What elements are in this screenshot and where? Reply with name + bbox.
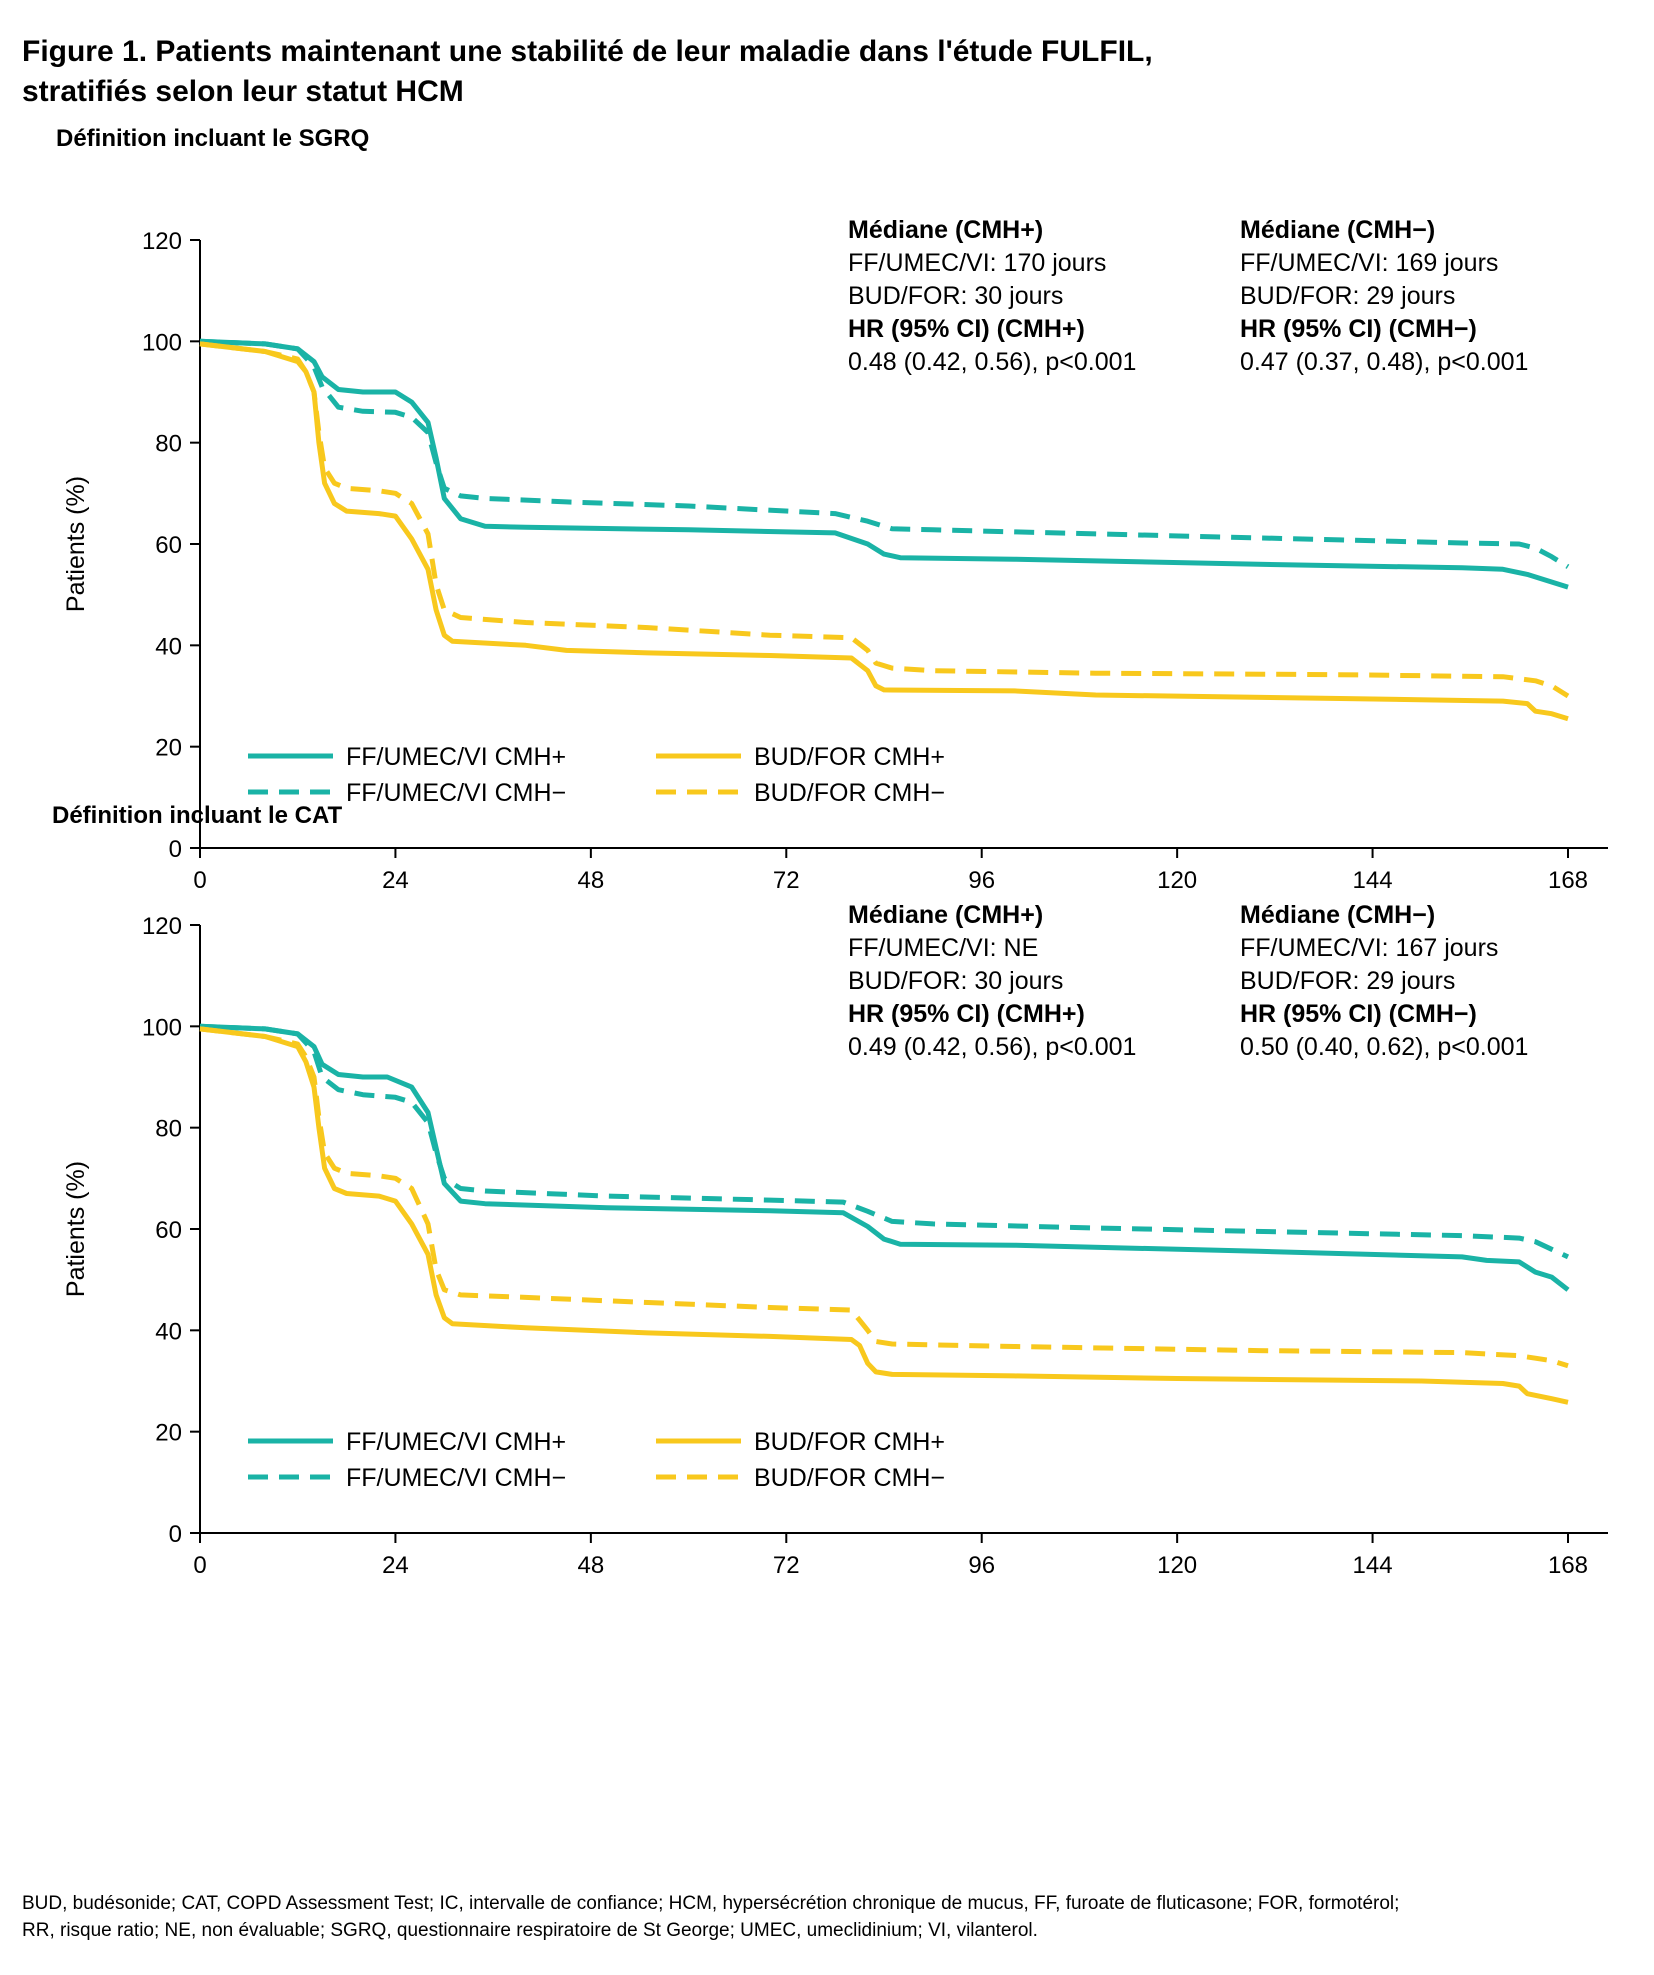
y-tick-label: 40 (155, 633, 182, 660)
x-tick-label: 24 (382, 867, 409, 894)
x-tick-label: 48 (578, 1552, 605, 1579)
figure-title-line1: Figure 1. Patients maintenant une stabil… (22, 35, 1153, 68)
x-tick-label: 0 (193, 867, 206, 894)
series-line-3 (199, 341, 1570, 699)
x-tick-label: 120 (1157, 867, 1197, 894)
legend-label-2: BUD/FOR CMH+ (754, 1428, 945, 1456)
panel-title-cat: Définition incluant le CAT (52, 802, 343, 829)
series-line-0 (199, 338, 1569, 590)
x-tick-label: 72 (773, 867, 800, 894)
y-tick-label: 100 (142, 329, 182, 356)
annotation-pos-triple: FF/UMEC/VI: 170 jours (848, 249, 1106, 277)
x-tick-label: 48 (578, 867, 605, 894)
footnote-line1: BUD, budésonide; CAT, COPD Assessment Te… (22, 1893, 1400, 1914)
annotation-neg-hr: 0.50 (0.40, 0.62), p<0.001 (1240, 1033, 1528, 1061)
annotation-neg-header: Médiane (CMH−) (1240, 216, 1435, 244)
annotation-neg-triple: FF/UMEC/VI: 169 jours (1240, 249, 1498, 277)
annotation-neg-triple: FF/UMEC/VI: 167 jours (1240, 934, 1498, 962)
annotation-neg-hr-header: HR (95% CI) (CMH−) (1240, 315, 1477, 343)
annotation-pos-hr: 0.49 (0.42, 0.56), p<0.001 (848, 1033, 1136, 1061)
panel-title-sgrq: Définition incluant le SGRQ (56, 125, 370, 152)
annotation-neg-budfor: BUD/FOR: 29 jours (1240, 282, 1455, 310)
y-axis-label: Patients (%) (62, 1161, 90, 1297)
y-tick-label: 80 (155, 431, 182, 458)
y-tick-label: 60 (155, 532, 182, 559)
annotation-pos-hr-header: HR (95% CI) (CMH+) (848, 315, 1085, 343)
x-axis-label: Temps post-randomisation (jours) (699, 916, 1070, 920)
y-tick-label: 120 (142, 913, 182, 940)
x-axis-label: Temps post-randomisation (jours) (699, 1601, 1070, 1605)
footnote-line2: RR, risque ratio; NE, non évaluable; SGR… (22, 1920, 1038, 1941)
series-line-1 (199, 1023, 1570, 1260)
y-tick-label: 20 (155, 1420, 182, 1447)
y-tick-label: 40 (155, 1318, 182, 1345)
x-tick-label: 168 (1548, 867, 1588, 894)
y-tick-label: 0 (169, 836, 182, 863)
legend-label-0: FF/UMEC/VI CMH+ (346, 1428, 566, 1456)
annotation-pos-triple: FF/UMEC/VI: NE (848, 934, 1038, 962)
chart-cat: 0 20 40 60 80 100 120 0 24 48 72 96 120 144 168 Temps p… (62, 901, 1608, 1605)
x-tick-label: 144 (1353, 1552, 1393, 1579)
y-tick-label: 120 (142, 228, 182, 255)
chart-sgrq: 0 20 40 60 80 100 120 0 24 48 72 96 120 144 168 Temps p… (62, 216, 1608, 920)
footnote: BUD, budésonide; CAT, COPD Assessment Te… (22, 1890, 1642, 1944)
y-tick-label: 60 (155, 1217, 182, 1244)
y-tick-label: 100 (142, 1014, 182, 1041)
y-tick-label: 20 (155, 735, 182, 762)
annotation-neg-header: Médiane (CMH−) (1240, 901, 1435, 929)
x-tick-label: 168 (1548, 1552, 1588, 1579)
figure-title-line2: stratifiés selon leur statut HCM (22, 75, 464, 108)
x-tick-label: 96 (968, 867, 995, 894)
legend-label-3: BUD/FOR CMH− (754, 779, 945, 807)
y-axis-label: Patients (%) (62, 476, 90, 612)
annotation-neg-hr: 0.47 (0.37, 0.48), p<0.001 (1240, 348, 1528, 376)
annotation-pos-budfor: BUD/FOR: 30 jours (848, 282, 1063, 310)
legend-label-1: FF/UMEC/VI CMH− (346, 1464, 566, 1492)
legend-label-1: FF/UMEC/VI CMH− (346, 779, 566, 807)
annotation-pos-header: Médiane (CMH+) (848, 216, 1043, 244)
annotation-neg-budfor: BUD/FOR: 29 jours (1240, 967, 1455, 995)
annotation-pos-hr-header: HR (95% CI) (CMH+) (848, 1000, 1085, 1028)
x-tick-label: 144 (1353, 867, 1393, 894)
legend-label-3: BUD/FOR CMH− (754, 1464, 945, 1492)
x-tick-label: 24 (382, 1552, 409, 1579)
x-tick-label: 0 (193, 1552, 206, 1579)
x-tick-label: 72 (773, 1552, 800, 1579)
legend-label-2: BUD/FOR CMH+ (754, 743, 945, 771)
figure-title: Figure 1. Patients maintenant une stabil… (22, 32, 1153, 112)
x-tick-label: 120 (1157, 1552, 1197, 1579)
series-line-3 (199, 1026, 1569, 1369)
annotation-pos-budfor: BUD/FOR: 30 jours (848, 967, 1063, 995)
y-tick-label: 0 (169, 1521, 182, 1548)
legend-label-0: FF/UMEC/VI CMH+ (346, 743, 566, 771)
annotation-neg-hr-header: HR (95% CI) (CMH−) (1240, 1000, 1477, 1028)
series-line-0 (199, 1023, 1570, 1292)
series-line-1 (199, 338, 1570, 569)
x-tick-label: 96 (968, 1552, 995, 1579)
annotation-pos-header: Médiane (CMH+) (848, 901, 1043, 929)
y-tick-label: 80 (155, 1116, 182, 1143)
annotation-pos-hr: 0.48 (0.42, 0.56), p<0.001 (848, 348, 1136, 376)
